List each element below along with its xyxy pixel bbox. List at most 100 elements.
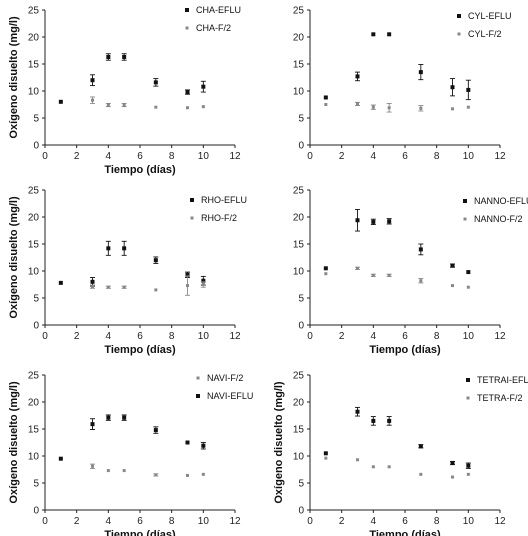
x-axis-title: Tiempo (días) [104,529,176,536]
x-tick-label: 12 [494,331,506,342]
series-1 [58,240,206,287]
data-point [355,218,360,223]
data-point [106,285,110,289]
data-point [419,106,423,110]
data-point [356,102,359,106]
x-tick-label: 0 [307,151,313,162]
x-tick-label: 10 [198,151,210,162]
data-point [371,273,375,277]
x-tick-label: 2 [74,516,80,527]
y-tick-label: 0 [33,141,39,152]
legend: CHA-EFLU CHA-F/2 [185,5,241,33]
legend-label: TETRA-F/2 [477,393,523,403]
data-point [387,273,391,277]
data-point [323,95,328,100]
data-point [371,465,375,469]
legend-marker [190,216,194,220]
data-point [106,54,111,59]
legend-label: RHO-EFLU [201,195,247,205]
data-point [91,285,94,289]
y-tick-label: 25 [28,371,40,382]
data-point [419,472,423,476]
x-tick-label: 8 [169,151,175,162]
chart-panel-3: 0 2 4 6 8 10 12 0 5 10 15 20 25 Tiempo (días) Oxígeno … [8,186,247,357]
data-point [186,284,189,288]
data-point [324,456,328,460]
data-point [324,103,328,106]
data-point [466,463,471,468]
data-point [466,472,470,476]
y-tick-label: 20 [28,213,40,224]
data-point [122,54,127,59]
legend-marker [196,376,200,380]
data-point [419,279,423,283]
data-point [122,285,126,289]
data-point [387,219,392,224]
series-2 [58,414,206,461]
data-point [106,246,111,251]
data-point [201,443,206,448]
series-2 [324,456,470,479]
y-tick-label: 10 [293,87,305,98]
data-point [201,472,205,476]
x-tick-label: 2 [74,331,80,342]
data-point [323,266,328,271]
legend-marker [457,32,461,36]
x-tick-label: 0 [307,331,313,342]
y-tick-label: 5 [298,479,304,490]
data-point [201,105,205,109]
data-point [418,444,423,449]
legend-label: TETRAI-EFLU [477,375,528,385]
x-tick-label: 8 [169,516,175,527]
data-point [356,458,359,462]
legend-marker [466,396,470,400]
legend-marker [466,378,470,382]
data-point [154,288,158,292]
y-tick-label: 25 [293,186,305,197]
x-tick-label: 12 [494,151,506,162]
y-tick-label: 5 [33,114,39,125]
y-tick-label: 15 [293,240,305,251]
data-point [418,70,423,75]
x-tick-label: 6 [137,516,143,527]
chart-panel-5: 0 2 4 6 8 10 12 0 5 10 15 20 25 Tiempo (días) Oxígeno … [8,371,253,536]
data-point [387,465,391,469]
y-tick-label: 0 [298,506,304,517]
data-point [355,409,360,414]
x-tick-label: 2 [339,331,345,342]
y-tick-label: 5 [298,114,304,125]
series-2 [90,275,206,296]
x-tick-label: 2 [74,151,80,162]
data-point [122,469,126,473]
data-point [451,107,454,111]
y-tick-label: 25 [28,186,40,197]
legend-marker [463,217,467,221]
x-tick-label: 8 [434,331,440,342]
x-tick-label: 0 [307,516,313,527]
data-point [122,415,127,420]
x-tick-label: 4 [106,151,112,162]
data-point [153,80,158,85]
data-point [106,103,110,107]
y-tick-label: 20 [28,33,40,44]
data-point [106,415,111,420]
data-point [58,280,63,285]
x-tick-label: 0 [42,151,48,162]
series-1 [323,32,471,101]
series-2 [324,266,470,289]
data-point [91,464,94,468]
data-point [450,85,455,90]
x-tick-label: 10 [463,516,475,527]
x-tick-label: 10 [198,331,210,342]
y-tick-label: 20 [293,398,305,409]
x-tick-label: 4 [106,331,112,342]
x-tick-label: 12 [494,516,506,527]
y-tick-label: 15 [28,60,40,71]
y-axis-title: Oxígeno disuelto (mg/l) [8,196,20,319]
legend: CYL-EFLU CYL-F/2 [457,11,512,39]
y-tick-label: 10 [293,452,305,463]
data-point [90,422,95,427]
data-point [466,105,470,109]
x-axis-title: Tiempo (días) [369,344,441,356]
y-tick-label: 0 [33,506,39,517]
